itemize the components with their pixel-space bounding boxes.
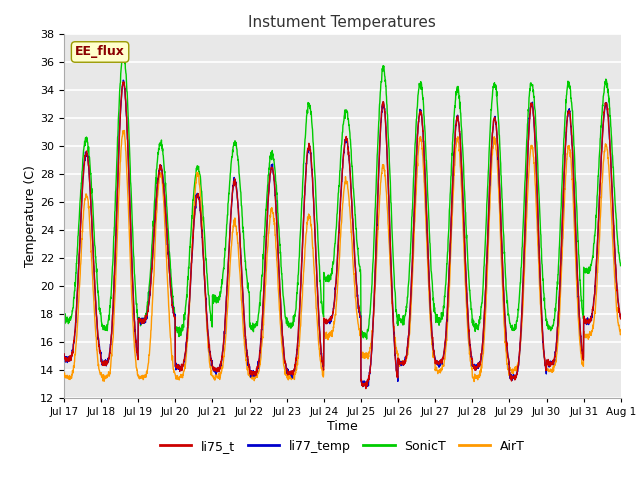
X-axis label: Time: Time: [327, 420, 358, 433]
Title: Instument Temperatures: Instument Temperatures: [248, 15, 436, 30]
Y-axis label: Temperature (C): Temperature (C): [24, 165, 37, 267]
Text: EE_flux: EE_flux: [75, 46, 125, 59]
Legend: li75_t, li77_temp, SonicT, AirT: li75_t, li77_temp, SonicT, AirT: [155, 435, 530, 458]
